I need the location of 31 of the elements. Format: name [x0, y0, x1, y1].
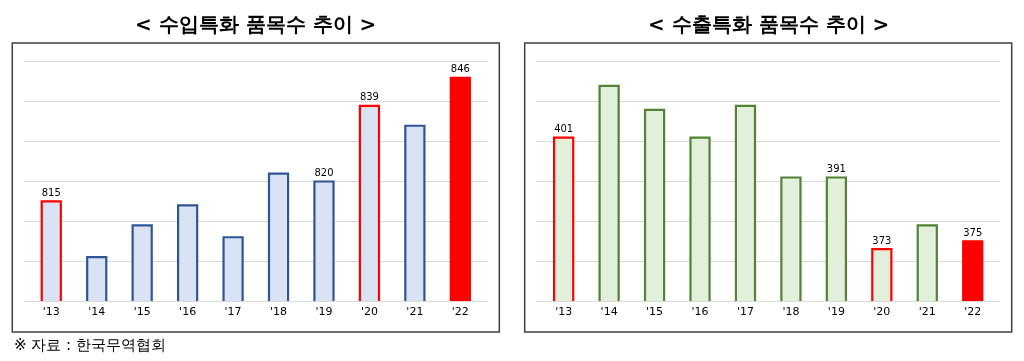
x-tick-label: '13: [42, 305, 60, 319]
x-tick-label: '21: [918, 305, 936, 319]
x-tick-label: '14: [88, 305, 106, 319]
x-tick-label: '15: [133, 305, 151, 319]
data-label: 373: [872, 234, 892, 246]
x-tick-label: '17: [224, 305, 242, 319]
data-label: 401: [554, 123, 574, 135]
x-tick-label: '13: [555, 305, 573, 319]
x-tick-label: '14: [600, 305, 618, 319]
text: ※ 자료 : 한국무역협회: [14, 336, 166, 354]
x-tick-label: '16: [691, 305, 709, 319]
x-tick-label: '16: [179, 305, 197, 319]
data-label: 375: [963, 226, 983, 238]
data-label: 815: [41, 186, 61, 198]
x-tick-label: '20: [873, 305, 891, 319]
chart-title: < 수출특화 품목수 추이 >: [648, 12, 890, 36]
x-tick-label: '22: [964, 305, 982, 319]
x-tick-label: '18: [782, 305, 800, 319]
data-label: 391: [826, 162, 846, 174]
x-tick-label: '22: [451, 305, 469, 319]
x-tick-label: '19: [827, 305, 845, 319]
x-tick-label: '18: [270, 305, 288, 319]
data-label: 846: [450, 63, 470, 75]
x-tick-label: '21: [406, 305, 424, 319]
chart-title: < 수입특화 품목수 추이 >: [135, 12, 377, 36]
x-tick-label: '19: [315, 305, 333, 319]
data-label: 839: [359, 91, 379, 103]
x-tick-label: '20: [360, 305, 378, 319]
data-label: 820: [314, 166, 334, 178]
x-tick-label: '17: [736, 305, 754, 319]
x-tick-label: '15: [646, 305, 664, 319]
